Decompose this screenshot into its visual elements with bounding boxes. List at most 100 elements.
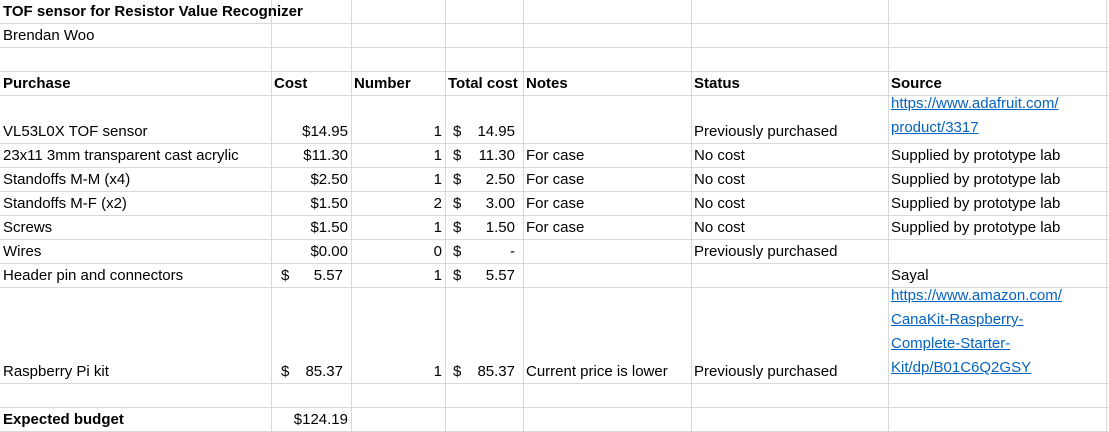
currency-symbol: $	[453, 243, 462, 260]
cell-number: 1	[433, 147, 442, 164]
cell-total-cost: $5.57	[445, 263, 523, 287]
currency-symbol: $	[453, 171, 462, 188]
cell-purchase: VL53L0X TOF sensor	[3, 123, 148, 140]
header-notes: Notes	[526, 75, 568, 92]
source-text: Sayal	[891, 267, 929, 284]
cell-notes	[523, 263, 691, 287]
cell-notes	[523, 95, 691, 143]
source-link-line: Kit/dp/B01C6Q2GSY	[891, 359, 1032, 376]
currency-symbol: $	[453, 147, 462, 164]
cell-cost: $2.50	[310, 171, 348, 188]
author-name: Brendan Woo	[3, 27, 95, 44]
source-text: Supplied by prototype lab	[891, 171, 1061, 188]
grid-line	[0, 143, 1109, 144]
cell-notes	[523, 239, 691, 263]
source-link-line: product/3317	[891, 119, 979, 136]
cell-cost: $1.50	[310, 219, 348, 236]
cell-number: 1	[433, 363, 442, 380]
source-link[interactable]: https://www.amazon.com/CanaKit-Raspberry…	[888, 287, 1106, 383]
cost-value: 5.57	[313, 267, 343, 284]
cell-source: Supplied by prototype lab	[888, 191, 1106, 215]
header-cost: Cost	[274, 75, 308, 92]
cell-purchase: 23x11 3mm transparent cast acrylic	[3, 147, 239, 164]
total-value: -	[510, 243, 515, 260]
total-value: 1.50	[485, 219, 515, 236]
cell-total-cost: $14.95	[445, 95, 523, 143]
grid-line	[0, 71, 1109, 72]
header-purchase: Purchase	[3, 75, 71, 92]
cell-total-cost: $ -	[445, 239, 523, 263]
cell-notes: For case	[526, 195, 585, 212]
header-status: Status	[694, 75, 740, 92]
cell-total-cost: $1.50	[445, 215, 523, 239]
grid-line	[523, 0, 524, 432]
cell-total-cost: $3.00	[445, 191, 523, 215]
cell-cost: $11.30	[303, 147, 348, 164]
source-text: Supplied by prototype lab	[891, 147, 1061, 164]
total-value: 3.00	[485, 195, 515, 212]
cell-status: Previously purchased	[694, 243, 838, 260]
total-value: 85.37	[477, 363, 515, 380]
cell-cost: $1.50	[310, 195, 348, 212]
cell-total-cost: $2.50	[445, 167, 523, 191]
cell-purchase: Standoffs M-M (x4)	[3, 171, 131, 188]
cell-notes: For case	[526, 219, 585, 236]
cell-status	[691, 263, 888, 287]
source-text: Supplied by prototype lab	[891, 219, 1061, 236]
grid-line	[0, 23, 1109, 24]
cell-notes: For case	[526, 147, 585, 164]
cost-value: 85.37	[305, 363, 343, 380]
total-value: 2.50	[485, 171, 515, 188]
cell-total-cost: $85.37	[445, 287, 523, 383]
currency-symbol: $	[453, 363, 462, 380]
currency-symbol: $	[453, 123, 462, 140]
currency-symbol: $	[453, 219, 462, 236]
grid-line	[0, 47, 1109, 48]
source-link-line: https://www.amazon.com/	[891, 287, 1062, 304]
cell-status: No cost	[694, 147, 745, 164]
header-source: Source	[891, 75, 942, 92]
grid-line	[1106, 0, 1107, 432]
cell-status: No cost	[694, 219, 745, 236]
cell-purchase: Wires	[3, 243, 42, 260]
source-link-line: Complete-Starter-	[891, 335, 1011, 352]
grid-line	[0, 287, 1109, 288]
cell-status: No cost	[694, 171, 745, 188]
header-number: Number	[354, 75, 411, 92]
currency-symbol: $	[281, 267, 290, 284]
grid-line	[445, 0, 446, 432]
cell-source: Supplied by prototype lab	[888, 143, 1106, 167]
grid-line	[0, 95, 1109, 96]
grid-line	[351, 0, 352, 432]
source-link-line: CanaKit-Raspberry-	[891, 311, 1024, 328]
grid-line	[0, 407, 1109, 408]
total-value: 11.30	[478, 147, 515, 164]
grid-line	[691, 0, 692, 432]
cell-source: Supplied by prototype lab	[888, 215, 1106, 239]
cell-status: Previously purchased	[694, 123, 838, 140]
budget-label: Expected budget	[3, 411, 124, 428]
cell-purchase: Header pin and connectors	[3, 267, 184, 284]
grid-line	[271, 0, 272, 432]
currency-symbol: $	[453, 195, 462, 212]
cell-cost: $85.37	[271, 287, 351, 383]
cell-number: 1	[433, 267, 442, 284]
cell-number: 0	[433, 243, 442, 260]
source-text: Supplied by prototype lab	[891, 195, 1061, 212]
cell-purchase: Raspberry Pi kit	[3, 363, 109, 380]
currency-symbol: $	[453, 267, 462, 284]
grid-line	[0, 263, 1109, 264]
cell-status: Previously purchased	[694, 363, 838, 380]
budget-value: $124.19	[293, 411, 348, 428]
source-link[interactable]: https://www.adafruit.com/product/3317	[888, 95, 1106, 143]
cell-purchase: Standoffs M-F (x2)	[3, 195, 127, 212]
grid-line	[0, 215, 1109, 216]
cell-cost: $0.00	[310, 243, 348, 260]
grid-line	[0, 383, 1109, 384]
cell-number: 1	[433, 219, 442, 236]
grid-line	[888, 0, 889, 432]
currency-symbol: $	[281, 363, 290, 380]
source-link-line: https://www.adafruit.com/	[891, 95, 1059, 112]
grid-line	[0, 167, 1109, 168]
